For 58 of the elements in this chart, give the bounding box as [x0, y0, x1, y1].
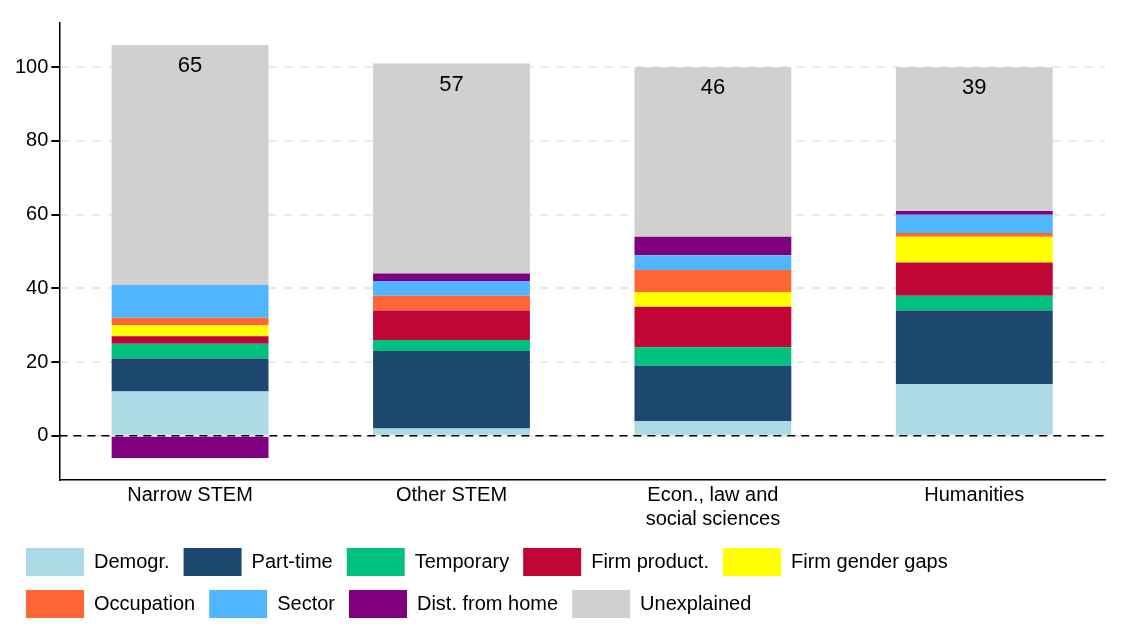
legend-label: Dist. from home: [416, 591, 559, 614]
bar: [895, 210, 1053, 215]
bar: [111, 343, 269, 359]
x-tick-label: Humanities: [924, 482, 1025, 505]
bar: [373, 339, 530, 352]
bar: [111, 317, 269, 326]
bar: [895, 384, 1053, 435]
y-tick-label: 20: [26, 349, 49, 372]
y-tick-label: 0: [37, 423, 49, 446]
bar: [373, 310, 530, 340]
y-tick-label: 100: [14, 54, 49, 77]
bar: [373, 273, 530, 281]
bar: [373, 351, 530, 429]
data-label: 57: [439, 70, 464, 96]
bar: [634, 269, 792, 293]
y-tick-label: 80: [26, 128, 49, 151]
legend-label: Occupation: [94, 591, 196, 614]
bar: [373, 428, 530, 435]
bar: [111, 45, 269, 285]
bar: [895, 310, 1053, 385]
bar: [111, 358, 269, 392]
legend-label: Sector: [277, 591, 336, 614]
bar: [634, 67, 792, 237]
y-tick-label: 40: [26, 275, 49, 298]
x-tick-label: Other STEM: [395, 482, 508, 505]
bar: [895, 236, 1053, 263]
bar: [634, 292, 792, 307]
legend-label: Temporary: [414, 549, 510, 572]
bar: [895, 214, 1053, 234]
bar: [373, 63, 530, 274]
bar: [895, 67, 1053, 211]
x-tick-label: Narrow STEM: [127, 482, 253, 505]
bar: [895, 262, 1053, 296]
bar: [634, 236, 792, 256]
bar: [634, 421, 792, 435]
y-tick-label: 60: [26, 202, 49, 225]
legend-label: Firm gender gaps: [790, 549, 948, 572]
bar: [895, 295, 1053, 311]
bar: [895, 233, 1053, 237]
legend-label: Demogr.: [94, 549, 170, 572]
data-label: 39: [962, 74, 987, 100]
bar: [111, 336, 269, 344]
bar: [111, 436, 269, 458]
data-label: 65: [177, 52, 203, 78]
x-tick-label: Econ., law and social sciences: [645, 482, 781, 529]
legend-label: Firm product.: [591, 549, 709, 572]
bar: [634, 365, 792, 422]
bar: [111, 325, 269, 337]
legend-label: Unexplained: [640, 591, 752, 614]
data-label: 46: [700, 74, 726, 100]
bar: [634, 347, 792, 366]
bar: [634, 306, 792, 348]
bar: [373, 295, 530, 311]
bar: [111, 284, 269, 318]
legend-label: Part-time: [251, 549, 333, 572]
bar: [373, 280, 530, 296]
bar: [634, 255, 792, 270]
bar: [111, 391, 269, 435]
